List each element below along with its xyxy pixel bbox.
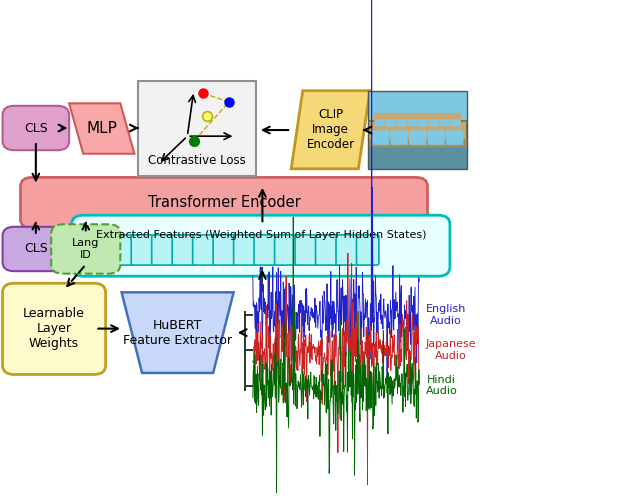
Text: MLP: MLP: [86, 121, 117, 136]
Polygon shape: [69, 103, 134, 154]
FancyBboxPatch shape: [372, 131, 389, 145]
Text: Contrastive Loss: Contrastive Loss: [148, 154, 246, 167]
Polygon shape: [122, 292, 234, 373]
Bar: [368, 138, 467, 147]
FancyBboxPatch shape: [213, 235, 236, 265]
Text: HuBERT
Feature Extractor: HuBERT Feature Extractor: [123, 319, 232, 347]
FancyBboxPatch shape: [397, 119, 406, 127]
FancyBboxPatch shape: [386, 119, 396, 127]
Bar: [368, 91, 467, 169]
FancyBboxPatch shape: [131, 235, 154, 265]
FancyBboxPatch shape: [152, 235, 174, 265]
Text: Japanese
Audio: Japanese Audio: [426, 340, 476, 361]
FancyBboxPatch shape: [3, 227, 69, 271]
FancyBboxPatch shape: [390, 131, 408, 145]
Bar: [374, 112, 461, 123]
FancyBboxPatch shape: [409, 131, 426, 145]
FancyBboxPatch shape: [295, 235, 317, 265]
FancyBboxPatch shape: [234, 235, 256, 265]
Bar: [368, 144, 467, 169]
Bar: [138, 81, 256, 176]
Text: Lang
ID: Lang ID: [72, 238, 99, 260]
FancyBboxPatch shape: [90, 235, 113, 265]
FancyBboxPatch shape: [375, 119, 385, 127]
Bar: [369, 122, 466, 139]
Text: Transformer Encoder: Transformer Encoder: [148, 196, 300, 210]
Text: CLIP
Image
Encoder: CLIP Image Encoder: [307, 108, 355, 151]
Text: Hindi
Audio: Hindi Audio: [426, 375, 458, 396]
FancyBboxPatch shape: [3, 283, 106, 374]
FancyBboxPatch shape: [51, 224, 120, 274]
FancyBboxPatch shape: [451, 119, 460, 127]
FancyBboxPatch shape: [440, 119, 449, 127]
Polygon shape: [291, 91, 370, 169]
FancyBboxPatch shape: [275, 235, 297, 265]
FancyBboxPatch shape: [356, 235, 379, 265]
FancyBboxPatch shape: [419, 119, 428, 127]
Text: English
Audio: English Audio: [426, 304, 466, 326]
Text: Extracted Features (Weighted Sum of Layer Hidden States): Extracted Features (Weighted Sum of Laye…: [95, 230, 426, 240]
Text: CLS: CLS: [24, 242, 48, 256]
Text: CLS: CLS: [24, 121, 48, 135]
FancyBboxPatch shape: [193, 235, 215, 265]
Bar: [368, 91, 467, 142]
FancyBboxPatch shape: [428, 131, 445, 145]
FancyBboxPatch shape: [72, 215, 450, 276]
FancyBboxPatch shape: [429, 119, 438, 127]
FancyBboxPatch shape: [172, 235, 195, 265]
FancyBboxPatch shape: [3, 106, 69, 150]
FancyBboxPatch shape: [20, 177, 428, 228]
FancyBboxPatch shape: [111, 235, 133, 265]
FancyBboxPatch shape: [316, 235, 338, 265]
FancyBboxPatch shape: [254, 235, 276, 265]
Text: Learnable
Layer
Weights: Learnable Layer Weights: [23, 307, 85, 350]
FancyBboxPatch shape: [408, 119, 417, 127]
Bar: [368, 119, 467, 139]
FancyBboxPatch shape: [446, 131, 463, 145]
FancyBboxPatch shape: [336, 235, 358, 265]
